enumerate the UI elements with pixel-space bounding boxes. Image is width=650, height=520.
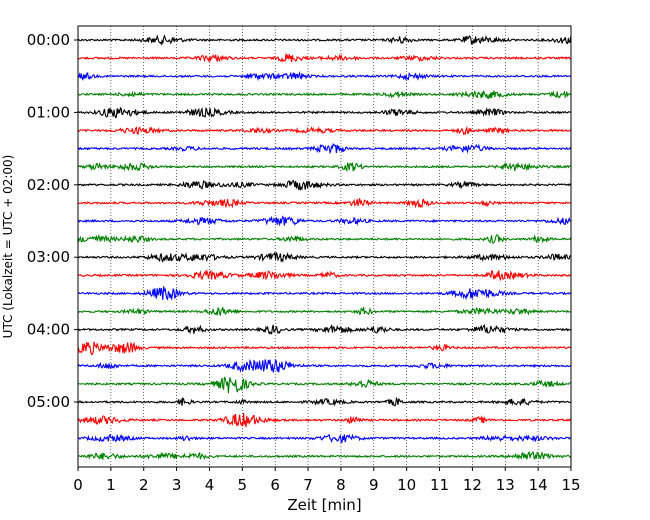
x-tick-label: 8 [336,476,346,494]
x-tick-label: 15 [561,476,580,494]
x-tick-label: 11 [430,476,449,494]
seismogram-trace [77,106,572,119]
y-tick-label: 02:00 [27,176,70,194]
seismogram-trace [77,286,571,301]
y-axis-ticks: 00:00 01:00 02:00 03:00 04:00 05:00 [27,31,78,411]
x-tick-label: 4 [205,476,215,494]
plot-frame [77,25,572,468]
seismogram-trace [77,179,572,191]
seismogram-trace [77,341,572,356]
x-tick-label: 12 [463,476,482,494]
seismogram-trace [77,126,572,136]
seismogram-trace [77,358,571,373]
seismogram-trace [77,323,572,335]
x-tick-label: 9 [369,476,379,494]
seismogram-trace [77,53,571,63]
seismogram-trace [77,396,572,407]
seismogram-trace [77,215,571,227]
x-tick-label: 14 [529,476,548,494]
seismogram-trace [77,451,572,461]
seismogram-trace [77,376,571,394]
x-tick-label: 7 [303,476,313,494]
y-tick-label: 03:00 [27,248,70,266]
x-axis-ticks: 0 1 2 3 4 5 6 7 8 9 10 11 12 13 14 15 [73,467,581,494]
trace-group [77,34,572,461]
seismogram-trace [77,71,571,82]
y-tick-label: 05:00 [27,393,70,411]
seismogram-trace [77,433,571,444]
seismogram-trace [77,306,571,316]
y-tick-label: 04:00 [27,321,70,339]
x-tick-label: 0 [73,476,83,494]
x-tick-label: 5 [238,476,248,494]
seismogram-trace [77,269,571,282]
seismogram-trace [77,143,572,155]
y-tick-label: 00:00 [27,31,70,49]
seismogram-trace [77,34,572,46]
seismogram-trace [77,251,571,263]
x-tick-label: 13 [496,476,515,494]
x-tick-label: 2 [139,476,149,494]
x-tick-label: 6 [270,476,280,494]
x-tick-label: 10 [397,476,416,494]
y-tick-label: 01:00 [27,103,70,121]
y-axis-title: UTC (Lokalzeit = UTC + 02:00) [1,155,15,339]
x-tick-label: 3 [172,476,182,494]
seismogram-trace [77,198,572,209]
seismogram-trace [77,161,571,173]
x-tick-label: 1 [106,476,116,494]
x-axis-title: Zeit [min] [287,496,361,514]
seismogram-trace [77,233,572,244]
seismogram-trace [77,89,572,99]
seismogram-trace [77,412,572,428]
